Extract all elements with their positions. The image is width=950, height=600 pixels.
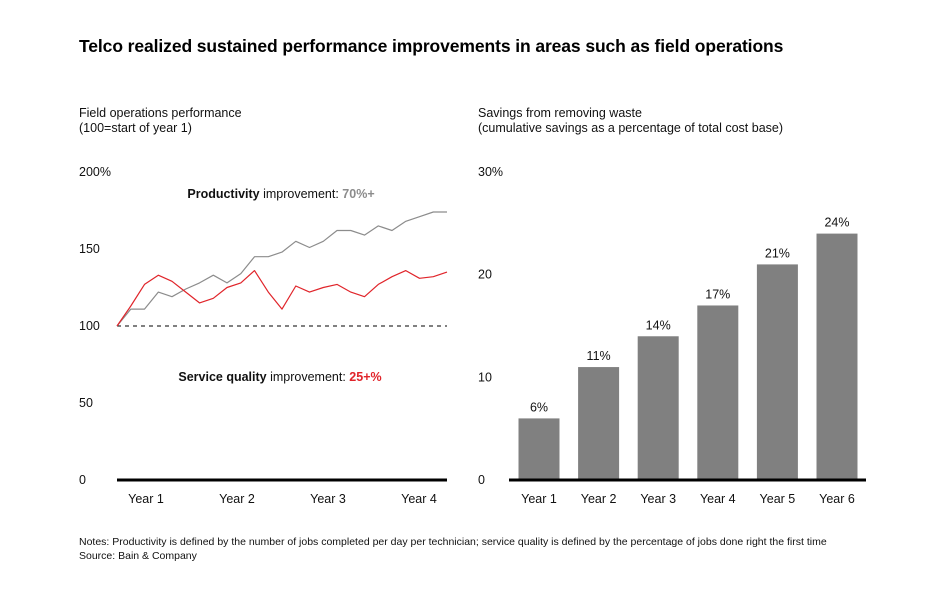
bar-year-3 xyxy=(637,336,679,480)
right-chart-title: Savings from removing waste xyxy=(478,106,642,120)
productivity-line xyxy=(116,211,447,327)
x-tick-label: Year 4 xyxy=(401,492,437,506)
x-tick-label: Year 6 xyxy=(819,492,855,506)
source-text: Source: Bain & Company xyxy=(79,550,197,562)
left-chart-unit-note: (100=start of year 1) xyxy=(79,121,192,135)
y-tick-label: 30% xyxy=(478,165,503,179)
bar-year-2 xyxy=(578,367,620,480)
bar-data-label: 21% xyxy=(765,246,790,260)
line-chart: 200% 150 100 50 0 Year 1 Year 2 Year 3 Year 4 Pro… xyxy=(79,165,448,506)
x-tick-label: Year 1 xyxy=(128,492,164,506)
service-quality-annotation: Service quality improvement: 25+% xyxy=(178,370,381,384)
y-tick-label: 20 xyxy=(478,268,492,282)
bar-data-label: 11% xyxy=(587,349,611,363)
x-tick-label: Year 2 xyxy=(581,492,617,506)
left-chart-subtitle: Field operations performance (100=start … xyxy=(79,106,242,136)
y-tick-label: 0 xyxy=(478,473,485,487)
footnotes: Notes: Productivity is defined by the nu… xyxy=(79,535,827,563)
bar-chart: 30% 20 10 0 6% Year 1 11% Year 2 14% Year 3 17% Yea… xyxy=(478,165,866,506)
y-tick-label: 10 xyxy=(478,370,492,384)
x-tick-label: Year 3 xyxy=(310,492,346,506)
productivity-annotation: Productivity improvement: 70%+ xyxy=(187,187,374,201)
right-chart-subtitle: Savings from removing waste (cumulative … xyxy=(478,106,783,136)
bar-year-5 xyxy=(756,264,798,480)
bar-data-label: 14% xyxy=(646,318,671,332)
left-chart-title: Field operations performance xyxy=(79,106,242,120)
service-quality-line xyxy=(116,270,448,327)
bar-data-label: 6% xyxy=(530,400,548,414)
y-tick-label: 200% xyxy=(79,165,111,179)
bar-year-4 xyxy=(697,305,739,480)
right-chart-unit-note: (cumulative savings as a percentage of t… xyxy=(478,121,784,135)
x-tick-label: Year 4 xyxy=(700,492,736,506)
y-tick-label: 100 xyxy=(79,319,100,333)
y-tick-label: 50 xyxy=(79,396,93,410)
page-title: Telco realized sustained performance imp… xyxy=(79,36,784,56)
x-tick-label: Year 1 xyxy=(521,492,557,506)
bar-data-label: 24% xyxy=(824,216,849,230)
x-tick-label: Year 2 xyxy=(219,492,255,506)
notes-text: Notes: Productivity is defined by the nu… xyxy=(79,536,827,548)
bar-data-label: 17% xyxy=(705,287,730,301)
bar-year-6 xyxy=(816,233,858,480)
y-tick-label: 0 xyxy=(79,473,86,487)
x-tick-label: Year 3 xyxy=(640,492,676,506)
x-tick-label: Year 5 xyxy=(760,492,796,506)
bar-year-1 xyxy=(518,418,560,480)
y-tick-label: 150 xyxy=(79,242,100,256)
